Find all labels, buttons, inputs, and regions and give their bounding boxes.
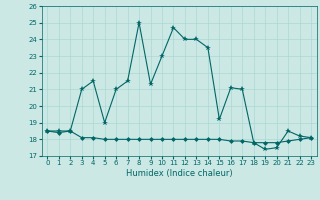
X-axis label: Humidex (Indice chaleur): Humidex (Indice chaleur) [126,169,233,178]
